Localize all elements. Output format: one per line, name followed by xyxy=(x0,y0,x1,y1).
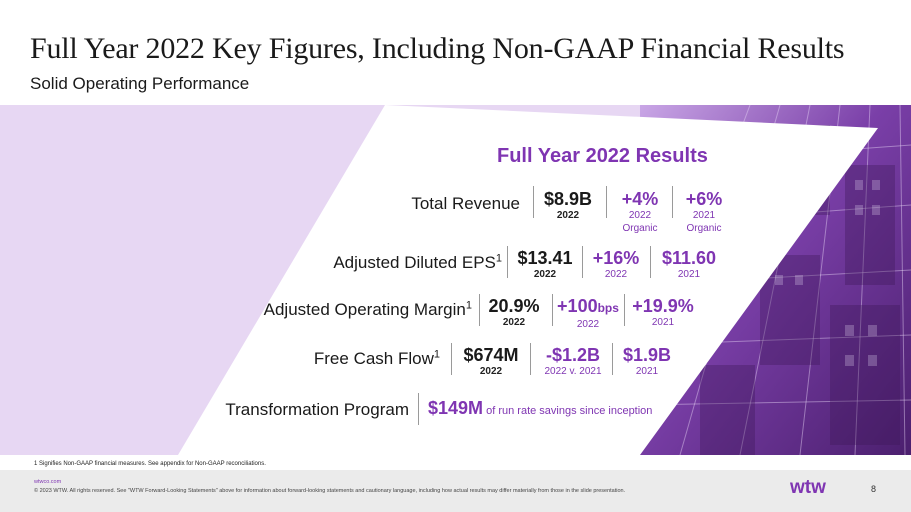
metric-margin-2021: +19.9% 2021 xyxy=(632,296,694,328)
divider xyxy=(624,294,625,326)
metric-fcf-change: -$1.2B 2022 v. 2021 xyxy=(544,345,602,377)
page-subtitle: Solid Operating Performance xyxy=(30,74,250,93)
page-title: Full Year 2022 Key Figures, Including No… xyxy=(30,32,845,65)
metric-fcf-2022: $674M 2022 xyxy=(463,345,519,377)
divider xyxy=(418,393,419,425)
divider xyxy=(479,294,480,326)
page-number: 8 xyxy=(871,484,877,494)
label-free-cash-flow: Free Cash Flow1 xyxy=(313,348,440,368)
divider xyxy=(552,294,553,326)
metric-fcf-2021: $1.9B 2021 xyxy=(622,345,672,377)
footnote: 1 Signifies Non-GAAP financial measures.… xyxy=(34,461,266,467)
divider xyxy=(507,246,508,278)
divider xyxy=(530,343,531,375)
metric-eps-2022: $13.41 2022 xyxy=(517,248,573,280)
svg-text:wtw: wtw xyxy=(790,477,826,497)
wtw-logo-icon: wtw xyxy=(790,477,826,497)
footer-copyright: © 2023 WTW. All rights reserved. See "WT… xyxy=(34,488,626,494)
divider xyxy=(612,343,613,375)
metric-revenue-organic-2022: +4% 2022 Organic xyxy=(621,189,659,234)
metric-transformation-savings: $149M of run rate savings since inceptio… xyxy=(428,398,653,418)
metric-revenue-organic-2021: +6% 2021 Organic xyxy=(685,189,723,234)
divider xyxy=(533,186,534,218)
label-transformation-program: Transformation Program xyxy=(225,400,409,419)
divider xyxy=(606,186,607,218)
metric-revenue-2022: $8.9B 2022 xyxy=(543,189,593,221)
metric-margin-change: +100bps 2022 xyxy=(557,296,619,330)
metric-eps-2021: $11.60 2021 xyxy=(661,248,717,280)
divider xyxy=(582,246,583,278)
label-total-revenue: Total Revenue xyxy=(411,194,520,213)
footer-bar xyxy=(0,470,911,512)
divider xyxy=(451,343,452,375)
metric-eps-growth: +16% 2022 xyxy=(592,248,640,280)
results-panel-title: Full Year 2022 Results xyxy=(497,145,708,167)
footer-website-link[interactable]: wtwco.com xyxy=(34,479,62,485)
metric-margin-2022: 20.9% 2022 xyxy=(488,296,540,328)
label-adjusted-diluted-eps: Adjusted Diluted EPS1 xyxy=(333,252,502,272)
divider xyxy=(672,186,673,218)
divider xyxy=(650,246,651,278)
label-adjusted-operating-margin: Adjusted Operating Margin1 xyxy=(263,299,472,319)
